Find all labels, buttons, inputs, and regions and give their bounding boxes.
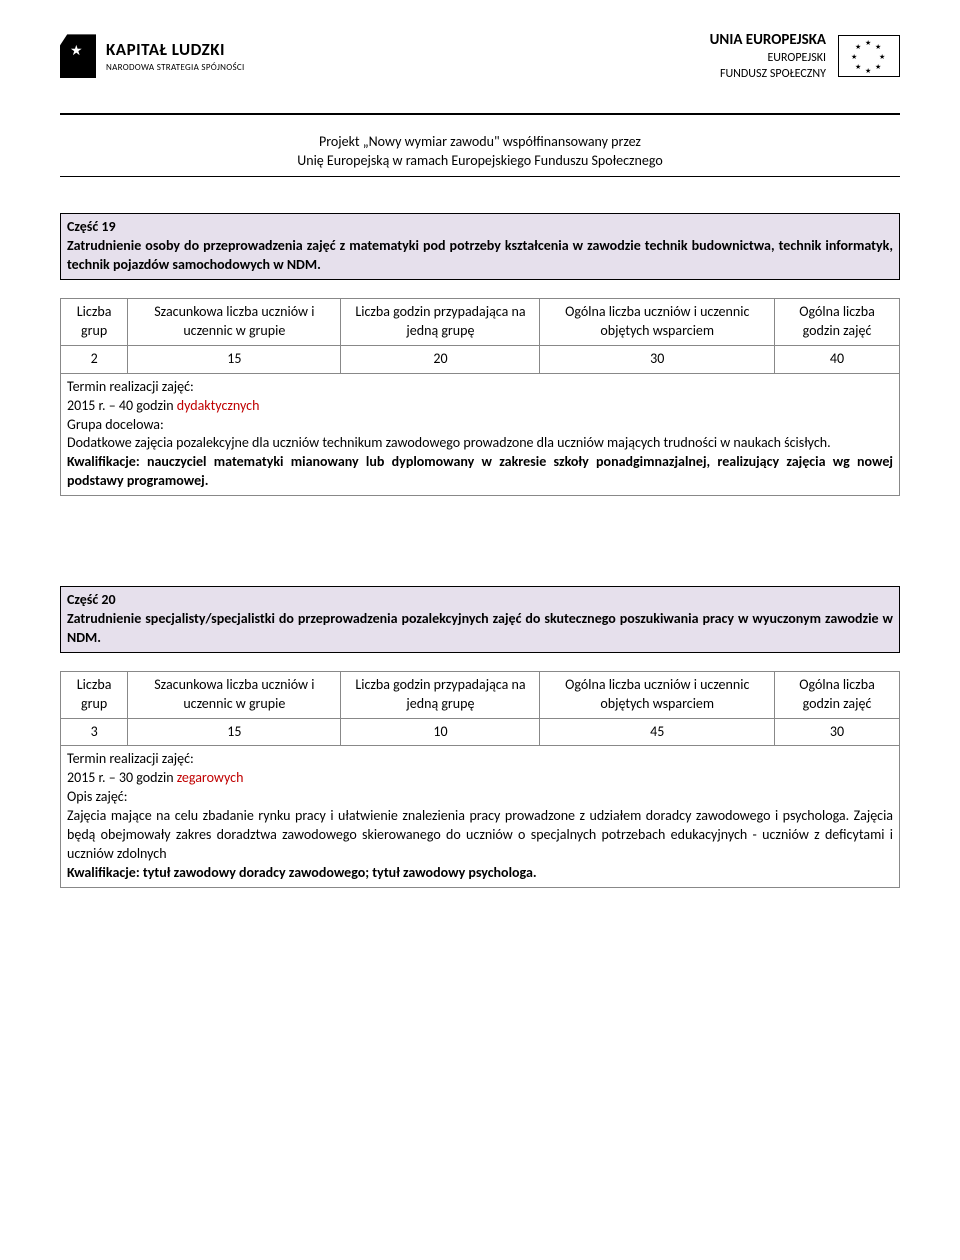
kl-icon: ★ — [60, 34, 96, 78]
table-header-row: Liczba grup Szacunkowa liczba uczniów i … — [61, 671, 900, 718]
kl-subtitle: NARODOWA STRATEGIA SPÓJNOŚCI — [106, 62, 245, 74]
col-header: Szacunkowa liczba uczniów i uczennic w g… — [128, 671, 341, 718]
section-20-desc: Zatrudnienie specjalisty/specjalistki do… — [67, 610, 893, 648]
term-label: Termin realizacji zajęć: — [67, 750, 893, 769]
section-19-details: Termin realizacji zajęć: 2015 r. – 40 go… — [60, 374, 900, 496]
col-header: Liczba grup — [61, 671, 128, 718]
qualifications: Kwalifikacje: nauczyciel matematyki mian… — [67, 453, 893, 491]
col-header: Liczba godzin przypadająca na jedną grup… — [341, 671, 540, 718]
col-header: Liczba grup — [61, 299, 128, 346]
project-line1: Projekt „Nowy wymiar zawodu" współfinans… — [60, 133, 900, 152]
cell: 3 — [61, 718, 128, 746]
col-header: Szacunkowa liczba uczniów i uczennic w g… — [128, 299, 341, 346]
cell: 30 — [775, 718, 900, 746]
cell: 10 — [341, 718, 540, 746]
project-line2: Unię Europejską w ramach Europejskiego F… — [60, 152, 900, 171]
term-red: dydaktycznych — [177, 397, 260, 414]
section-19-desc: Zatrudnienie osoby do przeprowadzenia za… — [67, 237, 893, 275]
table-row: 2 15 20 30 40 — [61, 345, 900, 373]
eu-flag-icon: ★ ★ ★ ★ ★ ★ ★ ★ — [838, 35, 900, 77]
cell: 15 — [128, 345, 341, 373]
term-label: Termin realizacji zajęć: — [67, 378, 893, 397]
section-20-table: Liczba grup Szacunkowa liczba uczniów i … — [60, 671, 900, 747]
logo-unia-europejska: UNIA EUROPEJSKA EUROPEJSKI FUNDUSZ SPOŁE… — [710, 30, 900, 83]
term-year: 2015 r. – 40 godzin — [67, 397, 177, 414]
divider — [60, 176, 900, 177]
col-header: Ogólna liczba godzin zajęć — [775, 299, 900, 346]
cell: 40 — [775, 345, 900, 373]
logo-kapital-ludzki: ★ KAPITAŁ LUDZKI NARODOWA STRATEGIA SPÓJ… — [60, 34, 245, 78]
opis-label: Opis zajęć: — [67, 788, 893, 807]
section-20-details: Termin realizacji zajęć: 2015 r. – 30 go… — [60, 746, 900, 887]
cell: 30 — [540, 345, 775, 373]
ue-title: UNIA EUROPEJSKA — [710, 30, 826, 50]
ue-sub1: EUROPEJSKI — [710, 50, 826, 66]
section-20-header: Część 20 Zatrudnienie specjalisty/specja… — [60, 586, 900, 653]
col-header: Ogólna liczba uczniów i uczennic objętyc… — [540, 671, 775, 718]
col-header: Ogólna liczba uczniów i uczennic objętyc… — [540, 299, 775, 346]
section-20-title: Część 20 — [67, 591, 893, 610]
group-desc: Dodatkowe zajęcia pozalekcyjne dla uczni… — [67, 434, 893, 453]
ue-sub2: FUNDUSZ SPOŁECZNY — [710, 66, 826, 82]
term-year: 2015 r. – 30 godzin — [67, 769, 177, 786]
col-header: Liczba godzin przypadająca na jedną grup… — [341, 299, 540, 346]
term-value: 2015 r. – 30 godzin zegarowych — [67, 769, 893, 788]
divider — [60, 113, 900, 115]
section-19-title: Część 19 — [67, 218, 893, 237]
qualifications: Kwalifikacje: tytuł zawodowy doradcy zaw… — [67, 864, 893, 883]
cell: 45 — [540, 718, 775, 746]
cell: 15 — [128, 718, 341, 746]
section-19-table: Liczba grup Szacunkowa liczba uczniów i … — [60, 298, 900, 374]
col-header: Ogólna liczba godzin zajęć — [775, 671, 900, 718]
term-red: zegarowych — [177, 769, 244, 786]
term-value: 2015 r. – 40 godzin dydaktycznych — [67, 397, 893, 416]
table-header-row: Liczba grup Szacunkowa liczba uczniów i … — [61, 299, 900, 346]
header-logos: ★ KAPITAŁ LUDZKI NARODOWA STRATEGIA SPÓJ… — [60, 30, 900, 83]
cell: 20 — [341, 345, 540, 373]
group-label: Grupa docelowa: — [67, 416, 893, 435]
kl-title: KAPITAŁ LUDZKI — [106, 39, 245, 62]
table-row: 3 15 10 45 30 — [61, 718, 900, 746]
project-title: Projekt „Nowy wymiar zawodu" współfinans… — [60, 133, 900, 171]
section-19-header: Część 19 Zatrudnienie osoby do przeprowa… — [60, 213, 900, 280]
opis-desc: Zajęcia mające na celu zbadanie rynku pr… — [67, 807, 893, 864]
cell: 2 — [61, 345, 128, 373]
